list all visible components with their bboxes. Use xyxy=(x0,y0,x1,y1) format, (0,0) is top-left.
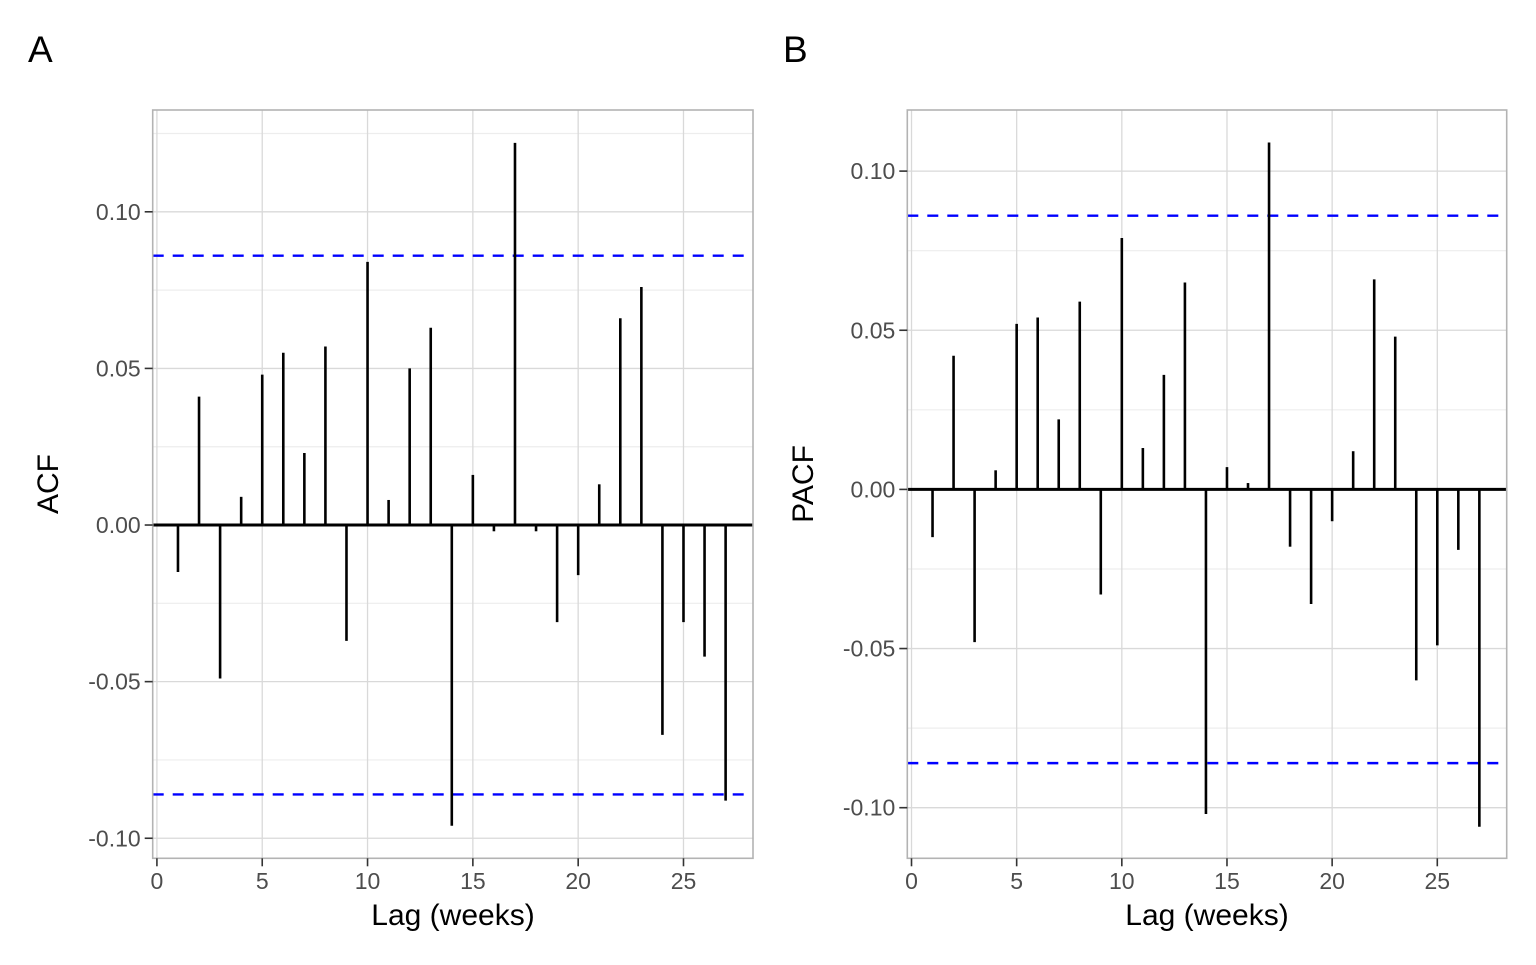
panel-b-plot-area: 0 5 10 15 20 25 0.10 0.05 0.00 -0.05 -0.10 xyxy=(843,109,1508,894)
y-tick-label: -0.10 xyxy=(88,825,140,851)
x-tick-label: 25 xyxy=(1424,868,1450,894)
panel-a-plot-area: 0 5 10 15 20 25 0.10 0.05 0.00 -0.05 -0.10 xyxy=(88,109,754,894)
x-tick-label: 5 xyxy=(256,868,269,894)
x-tick-label: 10 xyxy=(1109,868,1135,894)
y-tick-label: -0.10 xyxy=(843,795,895,821)
panel-a-y-axis-title: ACF xyxy=(32,454,65,514)
panel-b-title: B xyxy=(783,29,808,70)
y-tick-label: 0.00 xyxy=(851,476,896,502)
x-tick-label: 20 xyxy=(565,868,591,894)
y-tick-label: 0.00 xyxy=(96,512,141,538)
y-tick-label: 0.05 xyxy=(851,317,896,343)
y-tick-label: -0.05 xyxy=(843,636,895,662)
panel-a-title: A xyxy=(28,29,53,70)
x-tick-label: 0 xyxy=(905,868,918,894)
x-tick-label: 0 xyxy=(151,868,164,894)
panel-b-y-axis-title: PACF xyxy=(787,445,820,523)
y-tick-label: 0.10 xyxy=(851,158,896,184)
panel-b-x-axis-title: Lag (weeks) xyxy=(1125,899,1288,932)
x-tick-label: 10 xyxy=(355,868,381,894)
x-tick-label: 15 xyxy=(1214,868,1240,894)
panel-a-x-axis-title: Lag (weeks) xyxy=(371,899,534,932)
panel-border xyxy=(151,109,754,860)
x-tick-label: 25 xyxy=(671,868,697,894)
y-tick-label: 0.10 xyxy=(96,199,141,225)
y-tick-label: -0.05 xyxy=(88,669,140,695)
y-tick-label: 0.05 xyxy=(96,355,141,381)
x-tick-label: 20 xyxy=(1319,868,1345,894)
x-tick-label: 15 xyxy=(460,868,486,894)
panel-border xyxy=(906,109,1508,860)
x-tick-label: 5 xyxy=(1010,868,1023,894)
